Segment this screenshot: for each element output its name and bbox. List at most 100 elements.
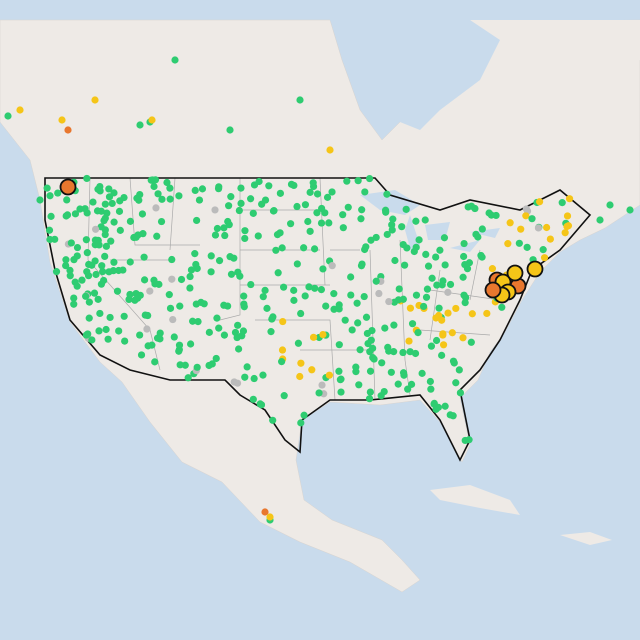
station-marker (250, 374, 258, 383)
station-marker (92, 270, 100, 279)
station-marker (211, 206, 219, 214)
station-marker (146, 287, 154, 295)
station-marker (94, 185, 102, 193)
station-marker (357, 262, 366, 270)
station-marker (226, 253, 234, 261)
station-marker (254, 232, 262, 240)
station-marker (449, 412, 457, 420)
station-marker (385, 297, 393, 306)
station-marker (187, 266, 196, 274)
station-marker (446, 280, 455, 289)
station-marker (157, 217, 166, 226)
station-marker (166, 304, 175, 312)
station-marker (315, 389, 323, 397)
station-marker (328, 262, 336, 270)
station-marker (313, 209, 321, 217)
station-marker (369, 344, 377, 352)
station-marker (418, 369, 426, 377)
station-marker (276, 229, 284, 237)
station-marker (4, 112, 12, 120)
station-marker (361, 188, 369, 196)
station-marker (306, 188, 314, 196)
station-marker (213, 224, 221, 233)
station-marker (102, 242, 110, 250)
station-marker (184, 374, 192, 382)
station-marker (325, 219, 333, 227)
station-marker (249, 395, 257, 403)
station-marker (266, 513, 274, 521)
station-marker (301, 201, 310, 209)
station-marker (539, 246, 547, 254)
station-marker (237, 199, 245, 208)
station-marker (240, 300, 248, 308)
station-marker (515, 239, 523, 247)
station-marker (528, 215, 536, 223)
station-marker (193, 264, 201, 273)
station-marker (121, 337, 129, 345)
station-marker (258, 200, 266, 208)
station-marker (66, 272, 74, 280)
station-marker (274, 269, 282, 277)
station-marker (564, 222, 573, 230)
station-marker (323, 193, 332, 201)
station-marker (58, 116, 66, 124)
station-marker (536, 198, 544, 206)
station-marker (410, 247, 418, 256)
station-marker (113, 287, 122, 295)
station-marker (461, 260, 469, 269)
station-marker (224, 302, 232, 310)
station-marker (319, 265, 327, 273)
station-marker (101, 230, 109, 239)
station-marker (279, 317, 287, 326)
station-marker (120, 312, 128, 320)
station-marker (191, 186, 199, 195)
station-marker (558, 199, 566, 207)
station-marker (136, 190, 144, 199)
station-marker (422, 293, 431, 301)
station-marker (225, 202, 233, 210)
station-marker (278, 358, 286, 366)
station-marker (297, 359, 305, 367)
station-marker (461, 298, 469, 307)
station-marker (45, 226, 54, 234)
station-marker (83, 174, 91, 183)
station-marker (225, 221, 233, 229)
station-marker (399, 295, 407, 303)
station-marker (375, 289, 383, 298)
station-marker (287, 180, 296, 188)
station-marker (405, 337, 413, 345)
station-marker (543, 223, 551, 232)
station-marker (306, 227, 314, 235)
station-marker (247, 195, 255, 203)
station-marker (247, 280, 255, 289)
station-marker (296, 96, 304, 104)
station-marker (472, 230, 480, 239)
station-marker (132, 233, 140, 241)
station-marker (449, 357, 458, 365)
station-marker (212, 354, 220, 363)
station-marker (207, 252, 215, 260)
station-marker (147, 176, 155, 184)
station-marker (526, 260, 544, 278)
station-marker (211, 231, 220, 239)
station-marker (399, 369, 408, 377)
station-marker (88, 336, 96, 344)
station-marker (398, 223, 406, 231)
station-marker (85, 314, 93, 322)
station-marker (148, 116, 156, 124)
station-marker (259, 371, 267, 379)
station-marker (186, 284, 194, 292)
station-marker (390, 321, 398, 329)
station-marker (82, 236, 90, 244)
station-marker (63, 196, 71, 204)
station-marker (328, 188, 336, 196)
station-marker (89, 198, 97, 206)
station-marker (358, 206, 366, 214)
station-marker (73, 243, 82, 252)
station-marker (101, 252, 109, 261)
station-marker (522, 212, 530, 220)
station-marker (243, 363, 251, 371)
station-marker (498, 303, 506, 311)
station-marker (337, 388, 345, 396)
